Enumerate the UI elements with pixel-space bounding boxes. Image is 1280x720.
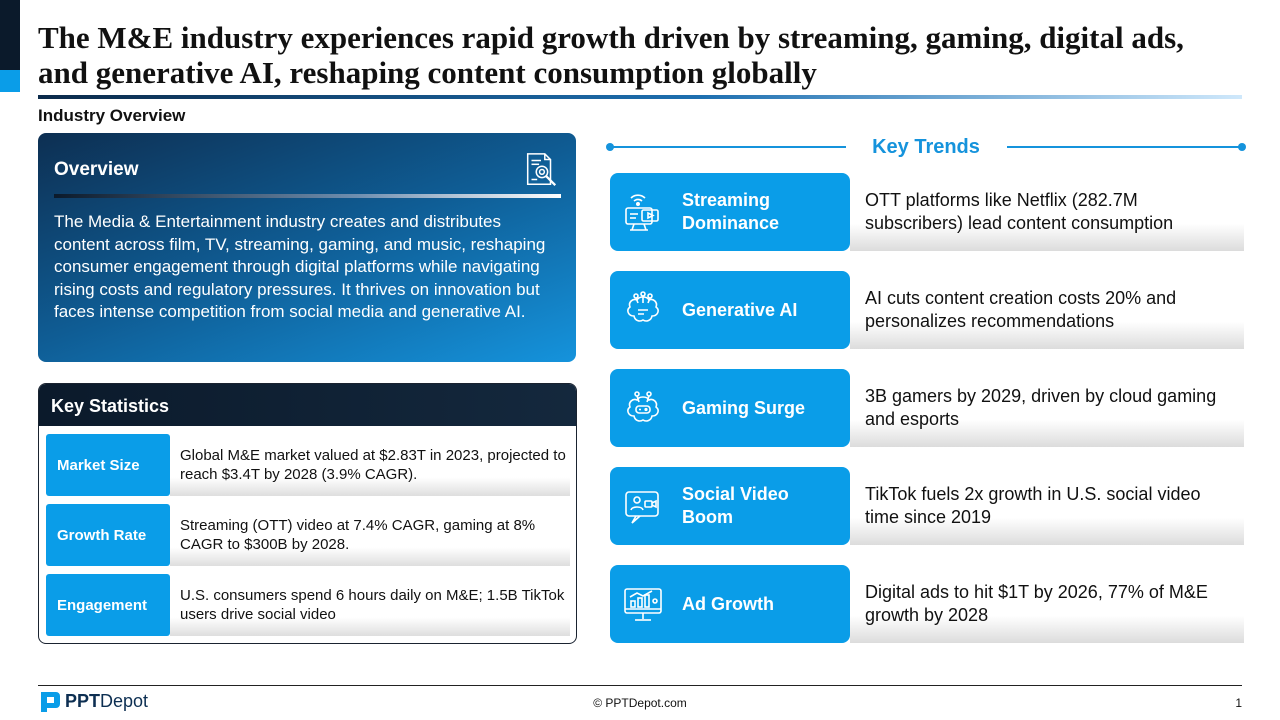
- trends-line-right: [1007, 146, 1242, 148]
- stat-label: Market Size: [46, 434, 170, 496]
- trend-label: Gaming Surge: [682, 397, 806, 418]
- logo-text-bold: PPT: [65, 691, 101, 711]
- footer-logo-text: PPTDepot: [65, 691, 148, 712]
- corner-accent-blue: [0, 70, 20, 92]
- trend-label: Social Video Boom: [682, 484, 789, 527]
- analytics-monitor-icon: [624, 588, 662, 621]
- key-statistics-title: Key Statistics: [39, 384, 576, 426]
- trend-ad-growth: Ad Growth Digital ads to hit $1T by 2026…: [610, 565, 1244, 643]
- trend-description: AI cuts content creation costs 20% and p…: [850, 271, 1244, 349]
- trend-label-box: Generative AI: [610, 271, 850, 349]
- corner-accent-dark: [0, 0, 20, 70]
- overview-divider: [54, 194, 561, 198]
- overview-title: Overview: [54, 159, 139, 180]
- stat-row-market-size: Market Size Global M&E market valued at …: [46, 434, 570, 496]
- stat-text: Global M&E market valued at $2.83T in 20…: [170, 434, 570, 496]
- ai-brain-icon: [627, 291, 659, 322]
- key-statistics-panel: Key Statistics Market Size Global M&E ma…: [38, 383, 577, 644]
- stat-text: Streaming (OTT) video at 7.4% CAGR, gami…: [170, 504, 570, 566]
- stat-label: Engagement: [46, 574, 170, 636]
- trend-social-video-boom: Social Video Boom TikTok fuels 2x growth…: [610, 467, 1244, 545]
- trend-description: TikTok fuels 2x growth in U.S. social vi…: [850, 467, 1244, 545]
- overview-card: Overview The Media & Entertainment indus…: [38, 133, 576, 362]
- trends-line-left: [610, 146, 846, 148]
- trend-description: Digital ads to hit $1T by 2026, 77% of M…: [850, 565, 1244, 643]
- pptdepot-logo-icon: [41, 692, 60, 712]
- section-label: Industry Overview: [38, 106, 186, 125]
- footer-copyright: © PPTDepot.com: [593, 696, 687, 710]
- overview-text: The Media & Entertainment industry creat…: [54, 212, 546, 321]
- document-search-icon: [526, 153, 557, 187]
- page-number: 1: [1235, 696, 1242, 710]
- trend-label-box: Gaming Surge: [610, 369, 850, 447]
- gaming-brain-icon: [627, 391, 659, 422]
- stat-label: Growth Rate: [46, 504, 170, 566]
- trend-description: OTT platforms like Netflix (282.7M subsc…: [850, 173, 1244, 251]
- stat-text: U.S. consumers spend 6 hours daily on M&…: [170, 574, 570, 636]
- trend-label-box: Ad Growth: [610, 565, 850, 643]
- stat-row-growth-rate: Growth Rate Streaming (OTT) video at 7.4…: [46, 504, 570, 566]
- streaming-tv-icon: [625, 194, 659, 231]
- video-chat-icon: [625, 491, 659, 524]
- trend-label: Generative AI: [682, 299, 798, 320]
- title-divider: [38, 95, 1242, 99]
- trend-description: 3B gamers by 2029, driven by cloud gamin…: [850, 369, 1244, 447]
- trend-label: Streaming Dominance: [682, 190, 780, 233]
- stat-row-engagement: Engagement U.S. consumers spend 6 hours …: [46, 574, 570, 636]
- trend-label: Ad Growth: [682, 593, 774, 614]
- trend-label-box: Streaming Dominance: [610, 173, 850, 251]
- logo-text-regular: Depot: [100, 691, 149, 711]
- trend-generative-ai: Generative AI AI cuts content creation c…: [610, 271, 1244, 349]
- page-title: The M&E industry experiences rapid growt…: [38, 20, 1184, 90]
- trend-gaming-surge: Gaming Surge 3B gamers by 2029, driven b…: [610, 369, 1244, 447]
- trend-label-box: Social Video Boom: [610, 467, 850, 545]
- trend-streaming-dominance: Streaming Dominance OTT platforms like N…: [610, 173, 1244, 251]
- key-trends-title: Key Trends: [872, 136, 980, 158]
- footer-divider: [38, 685, 1242, 686]
- trends-line-dot-right: [1238, 143, 1246, 151]
